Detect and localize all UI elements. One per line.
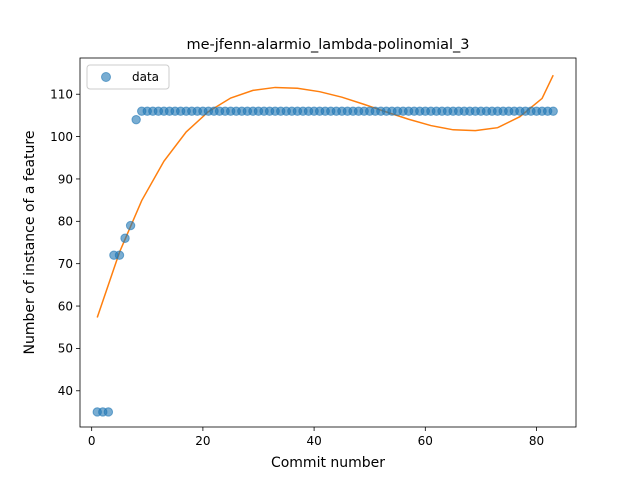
y-tick-label: 40 [58,384,73,398]
data-point [120,233,130,243]
legend: data [86,64,170,90]
x-tick-label: 20 [195,434,210,448]
data-point [548,106,558,116]
legend-marker-data [101,72,111,82]
y-tick-label: 90 [58,172,73,186]
legend-box [86,64,170,90]
x-ticks: 0 20 40 60 80 [88,427,544,448]
y-tick-label: 70 [58,257,73,271]
data-point [125,220,136,231]
x-tick-label: 0 [88,434,96,448]
x-axis-title: Commit number [271,455,385,471]
x-tick-label: 80 [529,434,544,448]
data-point [103,407,114,417]
legend-label-data: data [132,70,159,84]
chart-title: me-jfenn-alarmio_lambda-polinomial_3 [186,37,469,53]
y-tick-label: 110 [50,88,73,102]
y-tick-label: 100 [50,130,73,144]
plot-frame [79,57,577,428]
y-tick-label: 80 [58,215,73,229]
data-point [131,114,141,125]
y-ticks: 40 50 60 70 80 90 100 110 [50,88,80,398]
y-tick-label: 60 [58,299,73,313]
y-axis-title: Number of instance of a feature [22,131,38,355]
data-point [114,250,125,260]
fit-layer [96,74,554,318]
fit-line [96,74,554,318]
x-tick-label: 40 [306,434,321,448]
x-tick-label: 60 [418,434,433,448]
y-tick-label: 50 [58,342,73,356]
points-layer [92,106,558,417]
